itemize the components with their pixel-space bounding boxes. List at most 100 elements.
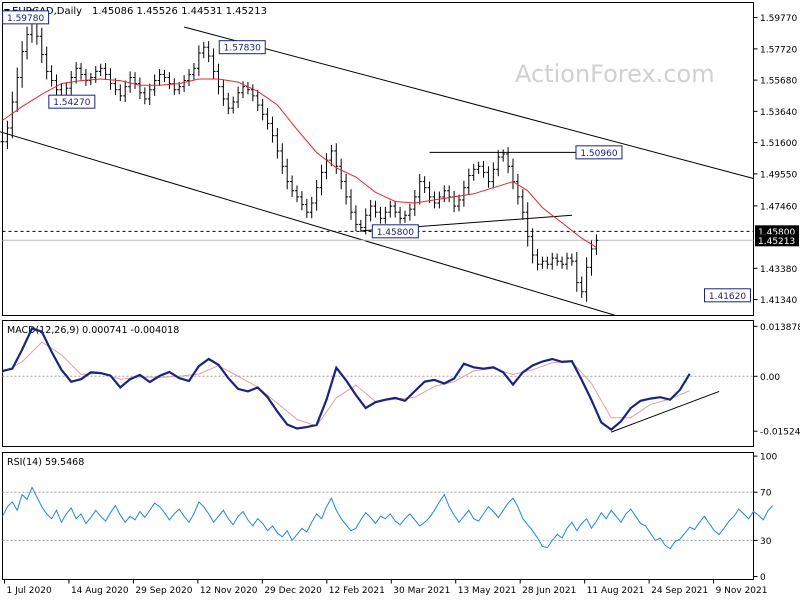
ohlc-bar: [349, 189, 354, 220]
x-tick-label: 29 Dec 2020: [264, 586, 322, 596]
price-panel-frame: [2, 2, 754, 316]
ohlc-bar: [108, 68, 113, 90]
rsi-title: RSI(14) 59.5468: [7, 457, 84, 468]
x-tick-label: 11 Aug 2021: [587, 586, 645, 596]
ohlc-bar: [417, 173, 422, 205]
ohlc-bar: [206, 41, 211, 63]
ohlc-bar: [275, 128, 280, 159]
ohlc-bar: [589, 240, 594, 276]
ohlc-bar: [142, 87, 147, 105]
ohlc-bar: [520, 189, 525, 220]
ohlc-bar: [236, 86, 241, 109]
x-tick-label: 24 Sep 2021: [651, 586, 708, 596]
annotation-label: 1.54270: [53, 98, 90, 108]
ohlc-bar: [191, 62, 196, 80]
ohlc-bar: [574, 251, 579, 292]
ohlc-bar: [177, 82, 182, 95]
ohlc-bar: [560, 256, 565, 269]
x-tick-label: 12 Nov 2020: [200, 586, 258, 596]
price-y-tick-label: 1.41340: [760, 296, 797, 306]
ohlc-bar: [187, 69, 192, 86]
sma-series: [2, 78, 597, 248]
ohlc-bar: [402, 210, 407, 223]
ohlc-bar: [226, 92, 231, 115]
price-y-tick-label: 1.47460: [760, 202, 797, 212]
ohlc-bar: [501, 149, 506, 162]
annotation-box: [48, 94, 96, 109]
price-axis-ticks: 1.59770 1.57720 1.55680 1.53640 1.51600 1.495…: [753, 14, 797, 306]
ohlc-bar: [471, 163, 476, 181]
annotation-box: [704, 288, 752, 303]
ohlc-bar: [334, 143, 339, 174]
ohlc-bar: [182, 75, 187, 93]
ohlc-bar: [579, 276, 584, 298]
trendline: [183, 26, 754, 179]
ohlc-bar: [54, 74, 59, 96]
ohlc-bar: [314, 180, 319, 211]
ohlc-bar: [339, 158, 344, 190]
ohlc-bar: [285, 158, 290, 190]
ohlc-bar: [5, 120, 10, 150]
macd-line: [2, 327, 691, 431]
ohlc-bar: [231, 96, 236, 114]
x-tick-label: 28 Jun 2021: [522, 586, 576, 596]
ohlc-bar: [260, 98, 265, 121]
level-axis-text: 1.45800: [758, 228, 795, 238]
ohlc-bar: [353, 205, 358, 232]
ohlc-bar: [393, 200, 398, 218]
ohlc-bar: [167, 72, 172, 89]
rsi-y-tick-label: 70: [760, 489, 772, 499]
ohlc-bar: [476, 161, 481, 174]
annotation-label: 1.50960: [580, 149, 617, 159]
rsi-y-tick-label: 100: [760, 453, 777, 463]
ohlc-bar: [304, 198, 309, 218]
ohlc-bar: [39, 27, 44, 63]
annotation-label: 1.41620: [709, 292, 746, 302]
ohlc-bar: [515, 173, 520, 205]
ohlc-bar: [309, 196, 314, 219]
trendline: [0, 131, 617, 317]
ohlc-bar: [456, 194, 461, 212]
current-price-axis-label: 1.45213: [755, 234, 799, 247]
rsi-series: 100 70 30 0: [2, 453, 777, 583]
ohlc-bar: [383, 206, 388, 224]
x-tick-label: 30 Mar 2021: [393, 586, 450, 596]
x-tick-label: 1 Jul 2020: [7, 586, 52, 596]
ohlc-bar: [584, 257, 589, 302]
ohlc-bar: [550, 252, 555, 270]
ohlc-bar: [447, 185, 452, 203]
price-y-tick-label: 1.59770: [760, 14, 797, 24]
ohlc-bar: [10, 91, 15, 139]
ohlc-bar: [0, 137, 5, 146]
ohlc-bar: [530, 228, 535, 264]
ohlc-bar: [319, 164, 324, 196]
ohlc-bar: [564, 252, 569, 270]
ohlc-bar: [525, 202, 530, 247]
watermark: ActionForex.com: [515, 60, 715, 88]
ohlc-bar: [422, 176, 427, 194]
ohlc-bar: [20, 41, 25, 88]
ohlc-bar: [363, 208, 368, 235]
ohlc-bar: [358, 219, 363, 233]
ohlc-bar: [491, 162, 496, 189]
current-price-text: 1.45213: [758, 237, 795, 247]
ohlc-bar: [481, 160, 486, 178]
macd-trendline: [610, 390, 720, 433]
ohlc-bar: [157, 69, 162, 86]
ohlc-bar: [103, 62, 108, 80]
macd-series: 0.013878 0.00 -0.015247: [2, 323, 800, 438]
ohlc-bar: [535, 248, 540, 271]
ohlc-bar: [133, 72, 138, 89]
ohlc-bar: [569, 253, 574, 266]
ohlc-bar: [437, 191, 442, 209]
current-price-tag: [755, 234, 799, 247]
ohlc-bar: [344, 173, 349, 205]
ohlc-bar: [98, 63, 103, 76]
ohlc-bar: [137, 77, 142, 99]
annotation-label: 1.45800: [377, 228, 414, 238]
ohlc-bar: [594, 234, 599, 255]
macd-y-tick-label: 0.013878: [760, 323, 800, 333]
